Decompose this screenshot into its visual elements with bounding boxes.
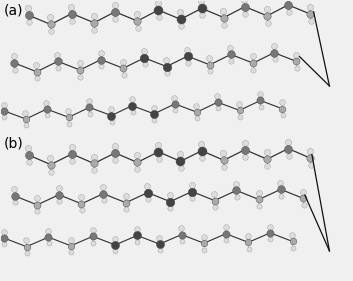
Text: (a): (a) bbox=[4, 3, 24, 17]
Text: (b): (b) bbox=[4, 136, 24, 150]
